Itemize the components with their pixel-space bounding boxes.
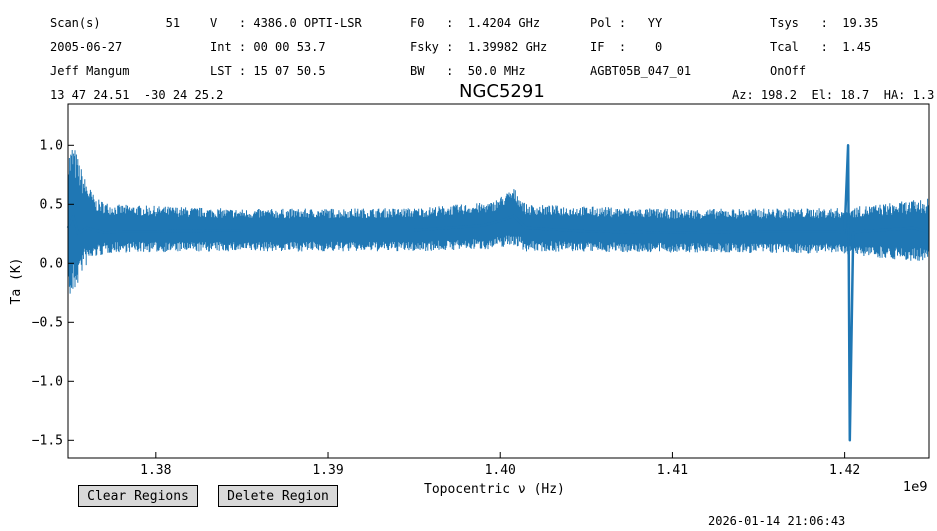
header-procedure: OnOff	[770, 64, 807, 78]
plot-frame	[67, 103, 930, 459]
y-axis-label: Ta (K)	[9, 258, 24, 305]
header-pol: Pol : YY	[590, 16, 663, 30]
x-tick-label: 1.41	[657, 463, 688, 478]
header-velocity: V : 4386.0 OPTI-LSR	[210, 16, 362, 30]
chart-title: NGC5291	[459, 81, 545, 102]
header-coords: 13 47 24.51 -30 24 25.2	[50, 88, 224, 102]
header-project: AGBT05B_047_01	[590, 64, 692, 78]
x-tick-label: 1.42	[829, 463, 860, 478]
y-tick-label: 0.0	[40, 256, 63, 271]
header-azel: Az: 198.2 El: 18.7 HA: 1.3	[732, 88, 935, 102]
header-fsky: Fsky : 1.39982 GHz	[410, 40, 548, 54]
y-tick-label: 0.5	[40, 197, 63, 212]
header-tsys: Tsys : 19.35	[770, 16, 879, 30]
spectrum-noise-band	[67, 150, 929, 302]
header-observer: Jeff Mangum	[50, 64, 130, 78]
x-axis-exponent: 1e9	[903, 480, 928, 495]
y-tick-label: −0.5	[32, 315, 63, 330]
header-date: 2005-06-27	[50, 40, 123, 54]
noise-layer	[67, 150, 929, 302]
y-tick-label: −1.0	[32, 374, 63, 389]
header-tcal: Tcal : 1.45	[770, 40, 872, 54]
y-tick-layer: 1.0 0.5 0.0 −0.5 −1.0 −1.5	[32, 138, 74, 448]
header-integration: Int : 00 00 53.7	[210, 40, 326, 54]
x-tick-label: 1.39	[312, 463, 343, 478]
y-tick-label: −1.5	[32, 433, 63, 448]
x-tick-label: 1.38	[140, 463, 171, 478]
delete-region-button[interactable]: Delete Region	[218, 485, 338, 507]
timestamp: 2026-01-14 21:06:43	[708, 514, 846, 528]
line-layer	[66, 144, 930, 442]
header-bw: BW : 50.0 MHz	[410, 64, 526, 78]
header-lst: LST : 15 07 50.5	[210, 64, 326, 78]
clear-regions-button[interactable]: Clear Regions	[78, 485, 198, 507]
header-scan: Scan(s) 51	[50, 16, 181, 30]
x-axis-label: Topocentric ν (Hz)	[424, 482, 565, 497]
spectrum-line	[66, 144, 930, 442]
header-f0: F0 : 1.4204 GHz	[410, 16, 541, 30]
header-if: IF : 0	[590, 40, 663, 54]
x-tick-label: 1.40	[485, 463, 516, 478]
y-tick-label: 1.0	[40, 138, 63, 153]
x-tick-layer: 1.38 1.39 1.40 1.41 1.42	[140, 452, 860, 478]
